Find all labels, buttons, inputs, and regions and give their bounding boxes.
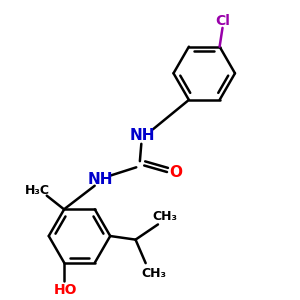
Text: NH: NH bbox=[129, 128, 155, 143]
Text: HO: HO bbox=[54, 283, 78, 297]
Text: NH: NH bbox=[87, 172, 113, 187]
Text: O: O bbox=[169, 164, 182, 179]
Text: CH₃: CH₃ bbox=[141, 267, 166, 280]
Text: H₃C: H₃C bbox=[25, 184, 50, 197]
Text: Cl: Cl bbox=[215, 14, 230, 28]
Text: CH₃: CH₃ bbox=[152, 210, 177, 223]
